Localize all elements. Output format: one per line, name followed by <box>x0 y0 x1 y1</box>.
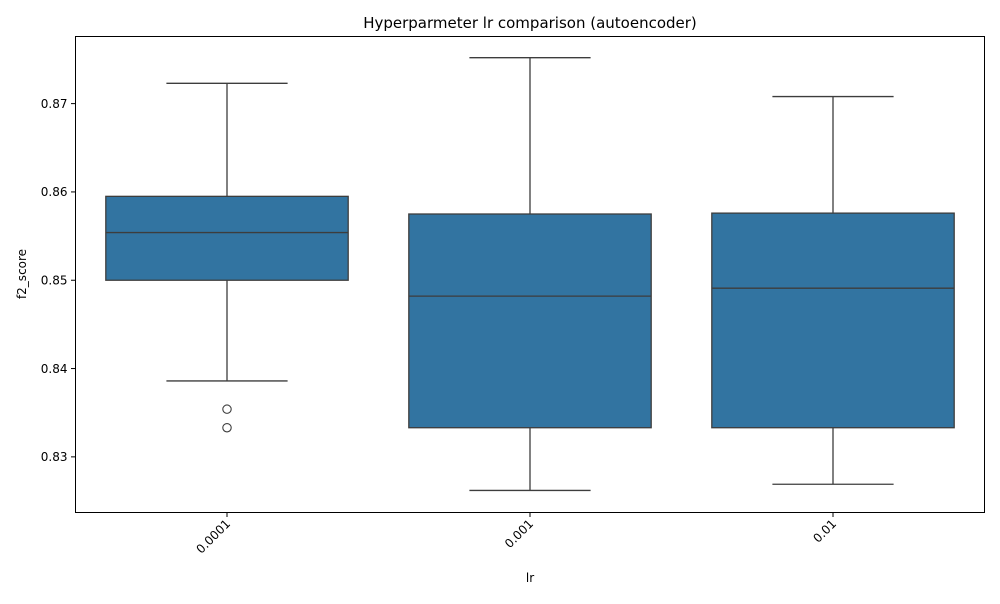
x-tick-label: 0.01 <box>810 517 839 546</box>
plot-frame <box>75 36 985 513</box>
outlier-point <box>222 404 232 414</box>
box-group-0 <box>105 82 349 433</box>
box-iqr <box>105 195 349 281</box>
y-tick-label: 0.87 <box>41 97 68 111</box>
y-tick-label: 0.85 <box>41 273 68 287</box>
x-tick-label: 0.001 <box>502 517 536 551</box>
box-group-1 <box>408 57 652 492</box>
outlier-point <box>222 422 232 433</box>
box-iqr <box>408 213 652 429</box>
chart-title: Hyperparmeter lr comparison (autoencoder… <box>363 14 697 32</box>
y-tick-label: 0.86 <box>41 185 68 199</box>
x-axis: 0.0001 0.001 0.01 <box>194 512 839 557</box>
x-axis-label: lr <box>526 571 534 585</box>
y-axis: 0.83 0.84 0.85 0.86 0.87 <box>41 97 76 464</box>
box-group-2 <box>711 95 955 485</box>
plot-area <box>105 57 955 492</box>
x-tick-label: 0.0001 <box>194 517 234 557</box>
box-iqr <box>711 212 955 429</box>
y-axis-label: f2_score <box>15 249 29 299</box>
y-tick-label: 0.83 <box>41 450 68 464</box>
y-tick-label: 0.84 <box>41 362 68 376</box>
